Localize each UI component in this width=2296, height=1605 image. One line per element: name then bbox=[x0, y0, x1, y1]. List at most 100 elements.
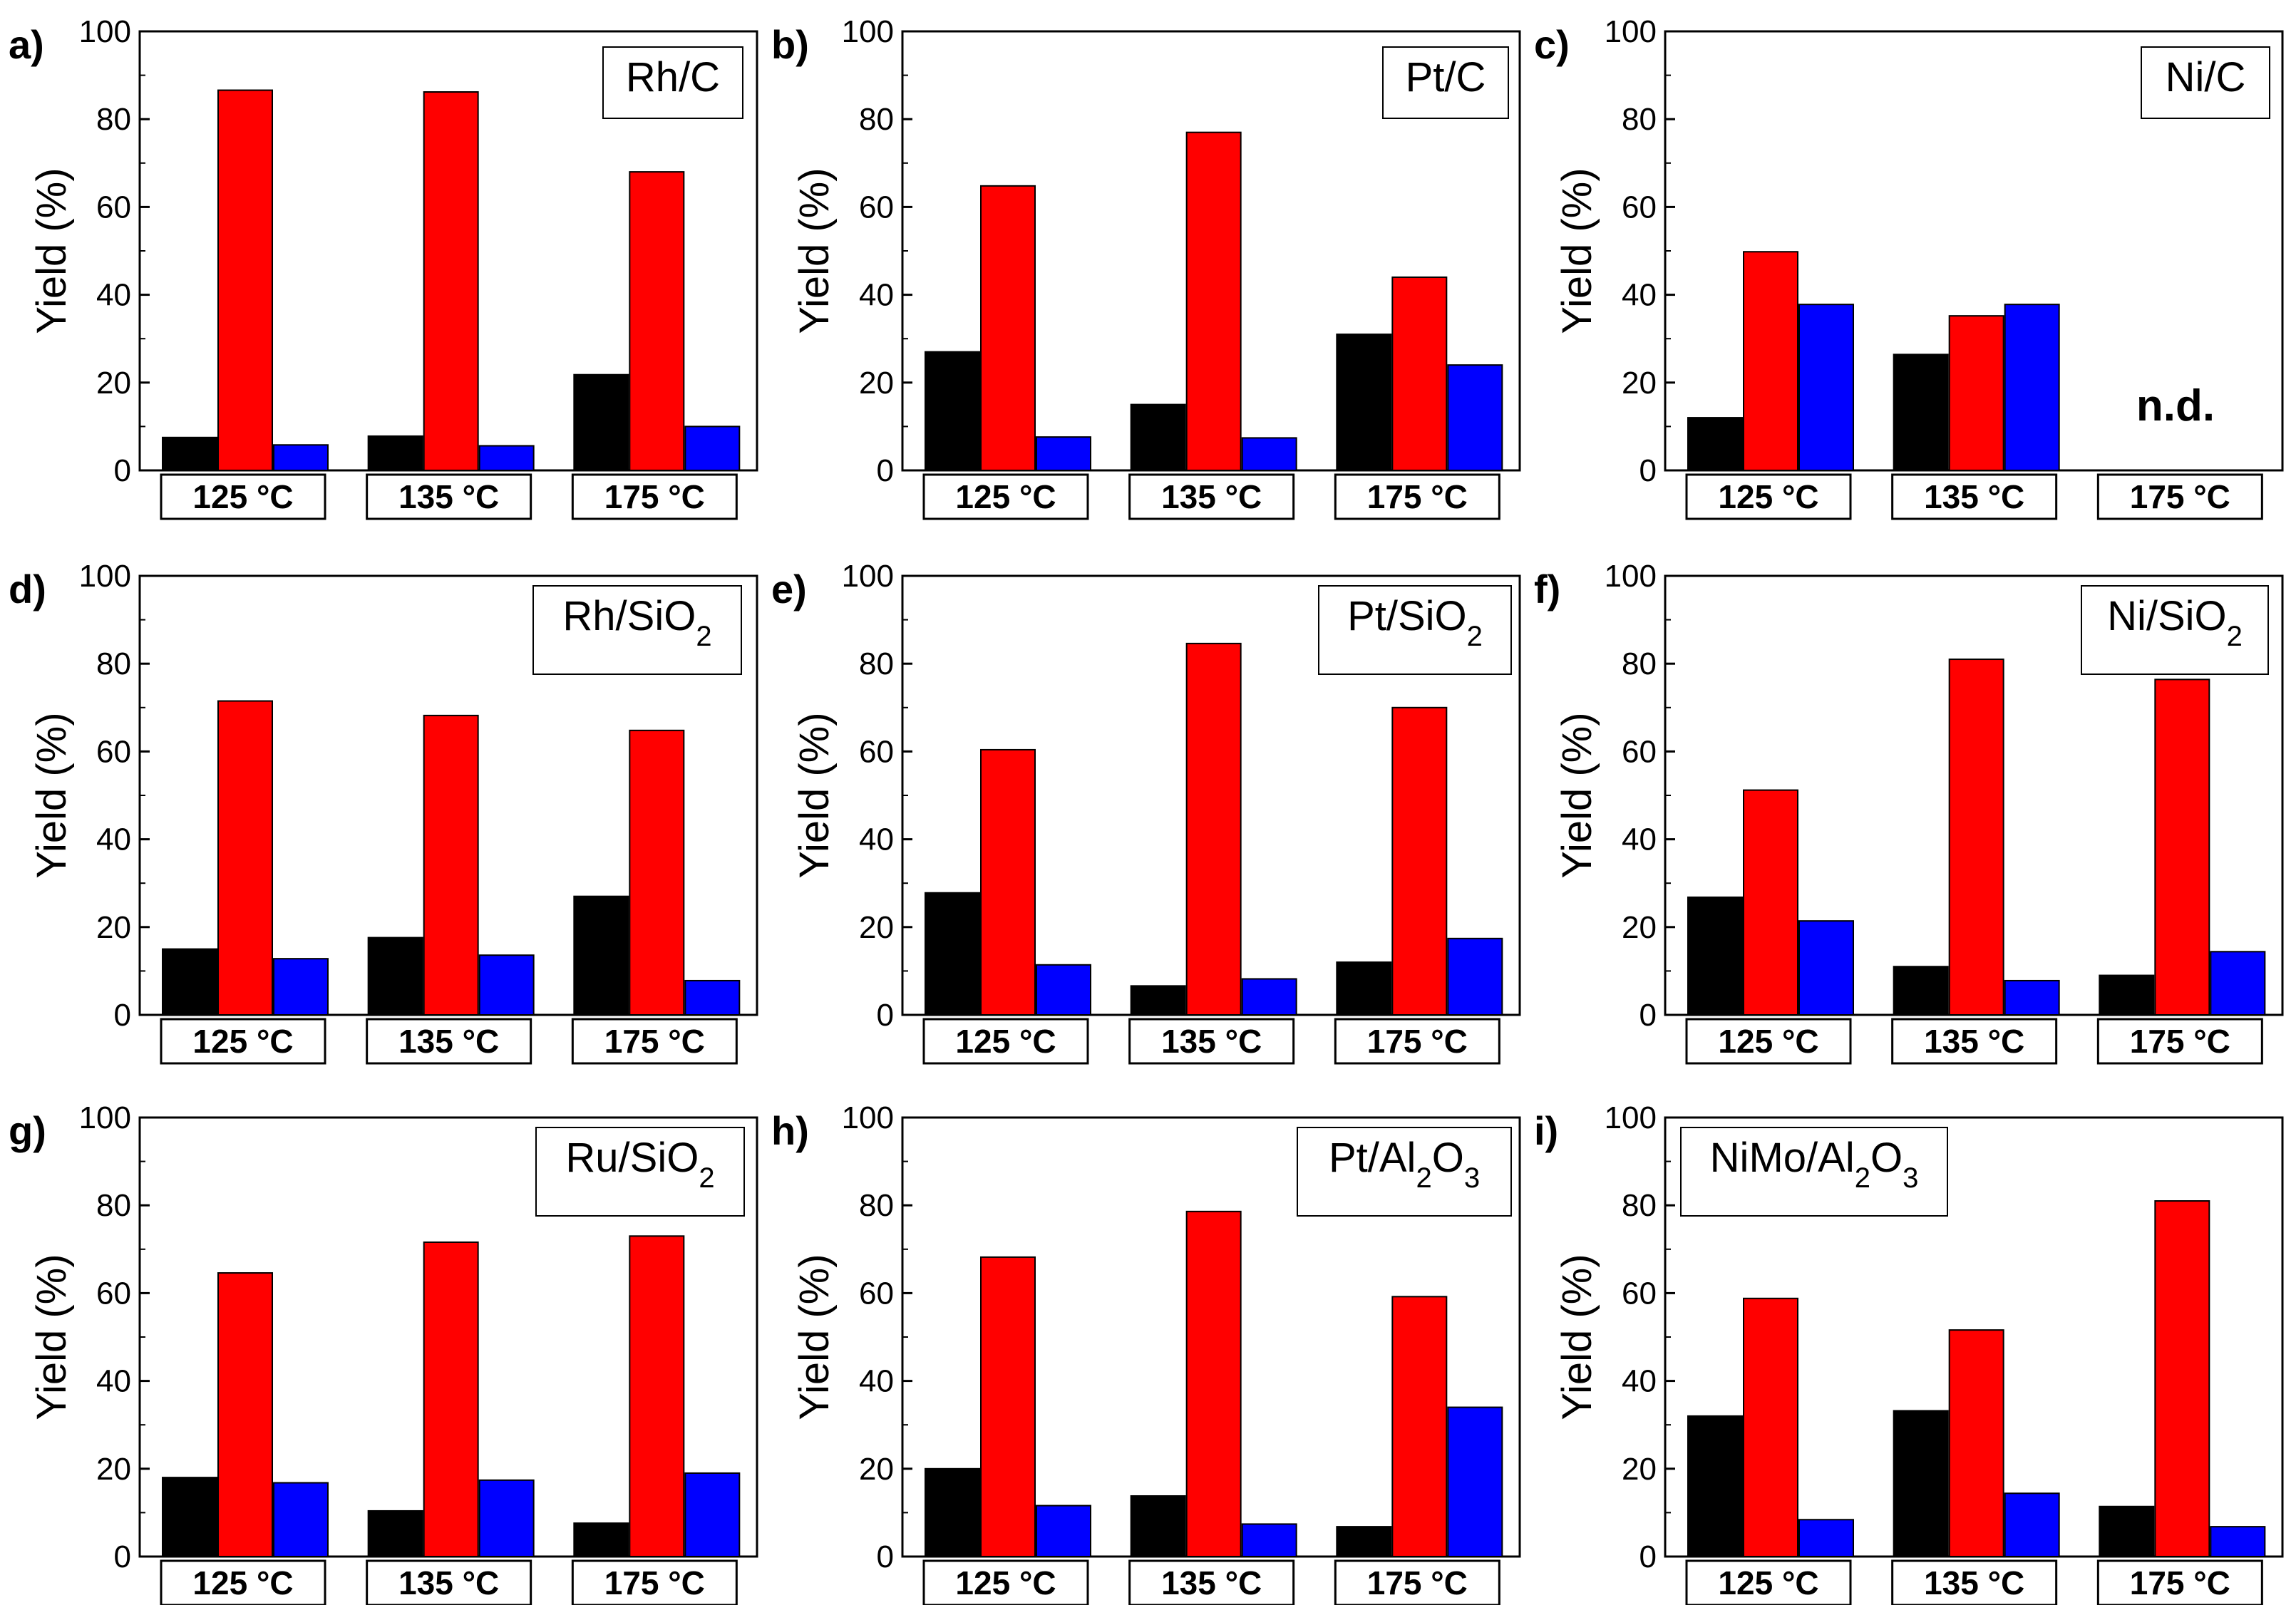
bar-series-3-cat-2 bbox=[478, 445, 535, 472]
category-label: 125 °C bbox=[1718, 1564, 1818, 1601]
category-label: 175 °C bbox=[604, 1564, 705, 1601]
chart-panel-d: 0 20 40 60 80 100 Yield (%) d) 125 °C 135 °C 175 °… bbox=[9, 559, 758, 1065]
category-label: 175 °C bbox=[1367, 478, 1468, 515]
category-label: 135 °C bbox=[1161, 478, 1262, 515]
category-box bbox=[1891, 1018, 2058, 1065]
y-tick-label: 60 bbox=[859, 1276, 894, 1311]
bar-series-2-cat-1 bbox=[1743, 251, 1798, 471]
y-tick-label: 100 bbox=[79, 14, 131, 49]
y-axis-label: Yield (%) bbox=[791, 1254, 838, 1420]
catalyst-label-subscript: 2 bbox=[1467, 621, 1483, 652]
y-tick-label: 20 bbox=[1622, 366, 1657, 401]
category-box bbox=[1891, 473, 2058, 520]
y-tick-label: 60 bbox=[1622, 190, 1657, 225]
bar-series-2-cat-2 bbox=[423, 91, 479, 471]
bar-series-3-cat-2 bbox=[2004, 304, 2060, 472]
y-axis-label: Yield (%) bbox=[1554, 1254, 1600, 1420]
chart-panel-f: 0 20 40 60 80 100 Yield (%) f) 125 °C 135 °C 175 °… bbox=[1534, 559, 2284, 1065]
bar-series-2-cat-2 bbox=[1185, 1210, 1242, 1557]
bar-series-2-cat-1 bbox=[1743, 789, 1798, 1016]
category-box bbox=[1685, 473, 1852, 520]
chart-panel-c: 0 20 40 60 80 100 Yield (%) c) 125 °C 135 °C 175 °… bbox=[1534, 14, 2284, 520]
chart-panel-a: 0 20 40 60 80 100 Yield (%) a) 125 °C 135 °C 175 °… bbox=[9, 14, 758, 520]
category-box bbox=[366, 1559, 532, 1605]
bar-series-1-cat-3 bbox=[1336, 961, 1392, 1016]
bar-series-3-cat-3 bbox=[2210, 1526, 2266, 1558]
y-tick-label: 0 bbox=[877, 1539, 894, 1574]
category-label: 125 °C bbox=[192, 478, 293, 515]
bar-series-3-cat-2 bbox=[1241, 978, 1297, 1016]
bar-series-2-cat-1 bbox=[217, 700, 273, 1016]
bar-series-3-cat-1 bbox=[273, 444, 329, 471]
bar-series-3-cat-2 bbox=[1241, 1523, 1297, 1558]
category-box bbox=[1128, 473, 1295, 520]
bar-series-2-cat-3 bbox=[629, 171, 685, 471]
bar-series-2-cat-1 bbox=[980, 1256, 1036, 1557]
chart-panel-h: 0 20 40 60 80 100 Yield (%) h) 125 °C 135 °C 175 °… bbox=[771, 1100, 1521, 1605]
y-tick-label: 100 bbox=[842, 1100, 894, 1135]
catalyst-label-box bbox=[1318, 585, 1512, 675]
category-label: 135 °C bbox=[1924, 478, 2024, 515]
bar-series-3-cat-1 bbox=[1036, 436, 1091, 472]
category-label: 135 °C bbox=[1924, 1564, 2024, 1601]
panel-label: b) bbox=[771, 22, 809, 67]
catalyst-label-text: Pt/SiO bbox=[1347, 593, 1467, 639]
bar-series-1-cat-2 bbox=[1893, 1410, 1949, 1558]
category-box bbox=[366, 1018, 532, 1065]
bar-series-3-cat-1 bbox=[1798, 1519, 1854, 1558]
bar-series-1-cat-1 bbox=[925, 1467, 980, 1558]
bar-series-2-cat-2 bbox=[1948, 1329, 2004, 1558]
catalyst-label-box bbox=[1297, 1127, 1512, 1217]
y-tick-label: 60 bbox=[96, 1276, 131, 1311]
category-label: 135 °C bbox=[398, 478, 499, 515]
y-tick-label: 80 bbox=[859, 102, 894, 137]
y-tick-label: 0 bbox=[877, 998, 894, 1033]
bar-series-2-cat-3 bbox=[1391, 706, 1448, 1016]
y-tick-label: 100 bbox=[79, 1100, 131, 1135]
catalyst-label: Ni/C bbox=[2166, 54, 2246, 100]
catalyst-label: Rh/SiO2 bbox=[562, 593, 711, 652]
bar-series-3-cat-3 bbox=[684, 979, 741, 1016]
y-tick-label: 20 bbox=[96, 366, 131, 401]
bar-series-1-cat-3 bbox=[1336, 334, 1392, 472]
y-tick-label: 60 bbox=[859, 190, 894, 225]
bar-series-3-cat-2 bbox=[2004, 1492, 2060, 1557]
category-label: 175 °C bbox=[1367, 1023, 1468, 1060]
bar-series-1-cat-3 bbox=[573, 373, 629, 471]
bar-series-3-cat-1 bbox=[1036, 1505, 1091, 1557]
bar-series-1-cat-3 bbox=[573, 895, 629, 1016]
category-box bbox=[160, 1559, 326, 1605]
bar-series-1-cat-1 bbox=[925, 351, 980, 471]
category-box bbox=[2096, 1559, 2263, 1605]
category-label: 135 °C bbox=[398, 1023, 499, 1060]
category-box bbox=[922, 1018, 1089, 1065]
catalyst-label-text: O bbox=[1870, 1135, 1903, 1181]
category-box bbox=[1334, 473, 1500, 520]
catalyst-label: Pt/C bbox=[1406, 54, 1486, 100]
panel-label: e) bbox=[771, 567, 807, 611]
y-tick-label: 40 bbox=[859, 278, 894, 313]
bar-series-1-cat-1 bbox=[1687, 1415, 1743, 1557]
bar-series-3-cat-1 bbox=[273, 1482, 329, 1557]
bar-series-3-cat-2 bbox=[2004, 979, 2060, 1016]
y-tick-label: 0 bbox=[114, 453, 131, 488]
bar-series-3-cat-3 bbox=[1447, 364, 1503, 471]
bar-series-1-cat-2 bbox=[1893, 966, 1949, 1016]
y-tick-label: 100 bbox=[79, 559, 131, 594]
bar-series-2-cat-1 bbox=[217, 89, 273, 471]
category-box bbox=[160, 1018, 326, 1065]
category-box bbox=[1685, 1559, 1852, 1605]
category-label: 175 °C bbox=[604, 478, 705, 515]
catalyst-label: NiMo/Al2O3 bbox=[1710, 1135, 1919, 1194]
y-tick-label: 80 bbox=[1622, 102, 1657, 137]
category-box bbox=[571, 1018, 738, 1065]
bar-series-2-cat-2 bbox=[1185, 131, 1242, 471]
catalyst-label-subscript: 3 bbox=[1464, 1162, 1480, 1194]
bar-series-3-cat-2 bbox=[478, 954, 535, 1016]
bar-series-2-cat-2 bbox=[423, 1241, 479, 1557]
chart-panel-e: 0 20 40 60 80 100 Yield (%) e) 125 °C 135 °C 175 °… bbox=[771, 559, 1521, 1065]
category-label: 175 °C bbox=[2130, 478, 2230, 515]
y-tick-label: 40 bbox=[1622, 822, 1657, 857]
catalyst-label: Pt/SiO2 bbox=[1347, 593, 1483, 652]
bar-series-3-cat-3 bbox=[684, 425, 741, 472]
